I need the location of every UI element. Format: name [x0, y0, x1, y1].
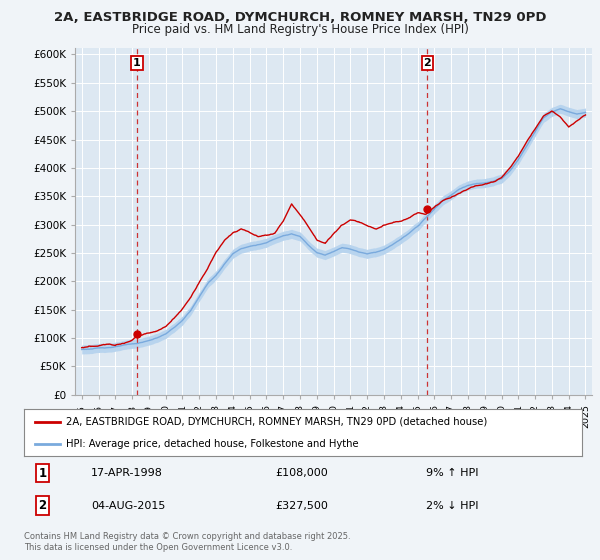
Text: 2A, EASTBRIDGE ROAD, DYMCHURCH, ROMNEY MARSH, TN29 0PD: 2A, EASTBRIDGE ROAD, DYMCHURCH, ROMNEY M…: [54, 11, 546, 25]
Text: 2: 2: [38, 499, 46, 512]
Text: 04-AUG-2015: 04-AUG-2015: [91, 501, 166, 511]
Text: 9% ↑ HPI: 9% ↑ HPI: [426, 468, 478, 478]
Text: HPI: Average price, detached house, Folkestone and Hythe: HPI: Average price, detached house, Folk…: [66, 438, 358, 449]
Text: Price paid vs. HM Land Registry's House Price Index (HPI): Price paid vs. HM Land Registry's House …: [131, 22, 469, 36]
Text: £108,000: £108,000: [275, 468, 328, 478]
Text: £327,500: £327,500: [275, 501, 328, 511]
Text: 2% ↓ HPI: 2% ↓ HPI: [426, 501, 478, 511]
Text: 1: 1: [133, 58, 141, 68]
Text: 1: 1: [38, 467, 46, 480]
Text: Contains HM Land Registry data © Crown copyright and database right 2025.
This d: Contains HM Land Registry data © Crown c…: [24, 533, 350, 552]
Text: 2A, EASTBRIDGE ROAD, DYMCHURCH, ROMNEY MARSH, TN29 0PD (detached house): 2A, EASTBRIDGE ROAD, DYMCHURCH, ROMNEY M…: [66, 417, 487, 427]
Text: 17-APR-1998: 17-APR-1998: [91, 468, 163, 478]
Text: 2: 2: [424, 58, 431, 68]
